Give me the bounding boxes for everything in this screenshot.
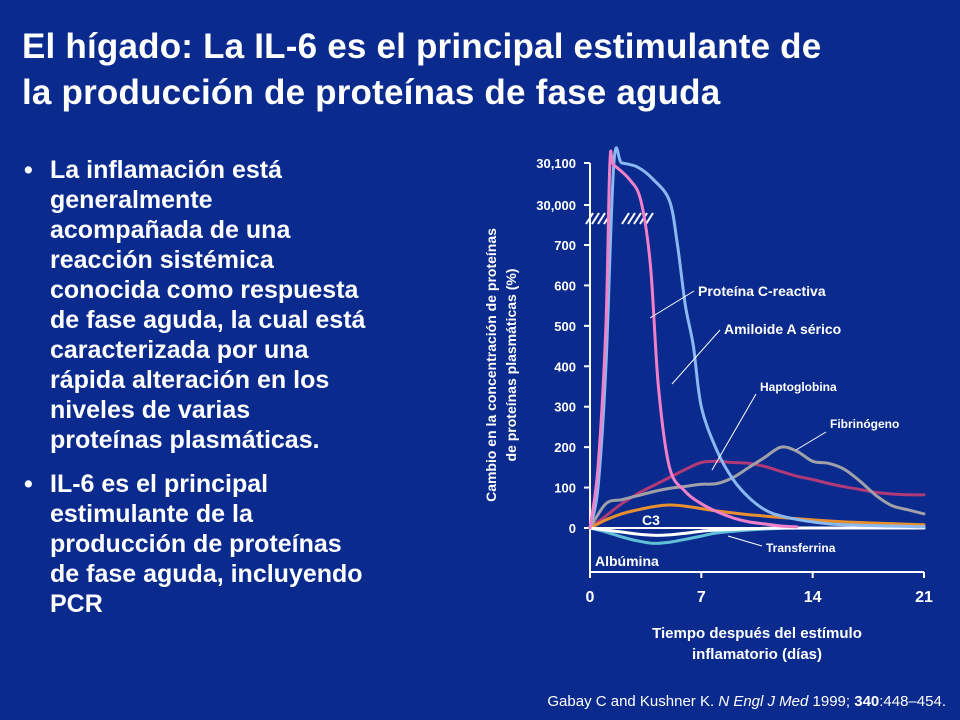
bullet-line: producción de proteínas	[50, 530, 342, 558]
series-label: Proteína C-reactiva	[698, 283, 826, 299]
bullet-line: caracterizada por una	[50, 336, 309, 364]
y-tick-label: 500	[554, 319, 576, 334]
y-break-tick-label: 30,100	[536, 156, 576, 171]
citation-year: 1999;	[808, 693, 855, 710]
slide-title: El hígado: La IL-6 es el principal estim…	[22, 24, 942, 116]
y-tick-label: 400	[554, 359, 576, 374]
series-c3-line	[588, 503, 926, 530]
bullet-line: estimulante de la	[50, 500, 253, 528]
bullet-line: reacción sistémica	[50, 246, 274, 274]
bullet-line: PCR	[50, 590, 103, 618]
axis-break-mark	[621, 212, 630, 225]
citation-pages: :448–454.	[879, 693, 946, 710]
series-haptoglobina-line	[588, 459, 926, 530]
axis-break-mark	[591, 212, 600, 225]
x-axis-label: Tiempo después del estímulo	[652, 625, 862, 642]
bullet-line: niveles de varias	[50, 396, 251, 424]
annotation-leader	[711, 393, 757, 471]
axis-break-mark	[585, 212, 594, 225]
y-tick-label: 100	[554, 481, 576, 496]
axis-break-mark	[645, 212, 654, 225]
x-tick-label: 0	[586, 589, 595, 606]
bullet-line: La inflamación está	[50, 156, 283, 184]
bullet-line: conocida como respuesta	[50, 276, 359, 304]
series-fibrinogeno-line	[588, 445, 926, 530]
citation-authors: Gabay C and Kushner K.	[547, 693, 719, 710]
bullet-line: acompañada de una	[50, 216, 291, 244]
series-proteina-c-reactiva-line	[588, 149, 799, 530]
x-tick-label: 14	[804, 589, 822, 606]
series-label: Haptoglobina	[760, 380, 837, 394]
axis-break-mark	[597, 212, 606, 225]
bullet-line: rápida alteración en los	[50, 366, 330, 394]
bullet-line: generalmente	[50, 186, 213, 214]
y-tick-label: 700	[554, 238, 576, 253]
annotation-leader	[727, 535, 763, 547]
series-label: Fibrinógeno	[830, 417, 899, 431]
y-tick-label: 600	[554, 278, 576, 293]
y-break-tick-label: 30,000	[536, 198, 576, 213]
x-tick-label: 21	[915, 589, 933, 606]
bullet-line: proteínas plasmáticas.	[50, 426, 320, 454]
series-label: Albúmina	[595, 553, 659, 569]
series-albumina-line	[588, 526, 926, 537]
series-label: C3	[642, 512, 660, 528]
annotation-leader	[671, 329, 721, 385]
annotation-leader	[649, 290, 695, 319]
citation-journal: N Engl J Med	[718, 693, 809, 710]
bullet-list: La inflamación está generalmente acompañ…	[22, 155, 462, 633]
bullet-item: IL-6 es el principal estimulante de la p…	[22, 469, 462, 619]
y-axis-label: Cambio en la concentración de proteínas	[483, 228, 499, 502]
annotation-leader	[795, 431, 827, 451]
y-axis-label: de proteínas plasmáticas (%)	[503, 269, 519, 462]
axis-break-mark	[627, 212, 636, 225]
bullet-line: de fase aguda, incluyendo	[50, 560, 363, 588]
bullet-line: IL-6 es el principal	[50, 470, 269, 498]
y-tick-label: 200	[554, 440, 576, 455]
bullet-item: La inflamación está generalmente acompañ…	[22, 155, 462, 455]
series-label: Amiloide A sérico	[724, 321, 841, 337]
axis-break-mark	[633, 212, 642, 225]
title-line: la producción de proteínas de fase aguda	[22, 73, 721, 112]
y-tick-label: 300	[554, 400, 576, 415]
series-label: Transferrina	[766, 541, 836, 555]
x-axis-label: inflamatorio (días)	[692, 646, 822, 663]
y-tick-label: 0	[569, 521, 576, 536]
series-amiloide-a-serico-line	[588, 146, 926, 530]
bullet-line: de fase aguda, la cual está	[50, 306, 366, 334]
citation-volume: 340	[854, 693, 880, 710]
x-tick-label: 7	[697, 589, 706, 606]
citation: Gabay C and Kushner K. N Engl J Med 1999…	[547, 693, 946, 710]
title-line: El hígado: La IL-6 es el principal estim…	[22, 27, 822, 66]
